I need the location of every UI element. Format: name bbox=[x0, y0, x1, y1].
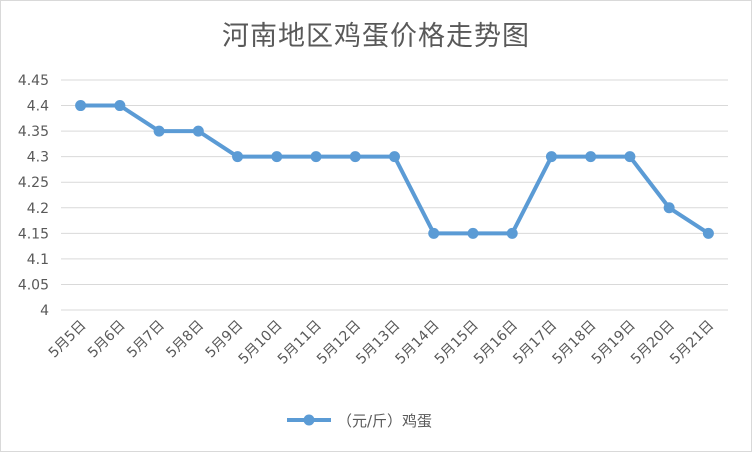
y-tick-label: 4.3 bbox=[27, 150, 49, 166]
y-tick-label: 4 bbox=[40, 303, 49, 319]
data-point bbox=[428, 227, 440, 239]
y-tick-label: 4.35 bbox=[18, 124, 49, 140]
data-point bbox=[467, 227, 479, 239]
x-axis-ticks: 5月5日5月6日5月7日5月8日5月9日5月10日5月11日5月12日5月13日… bbox=[46, 318, 717, 368]
y-tick-label: 4.15 bbox=[18, 226, 49, 242]
gridlines bbox=[61, 79, 728, 311]
data-point bbox=[506, 227, 518, 239]
x-tick-label: 5月8日 bbox=[163, 318, 207, 362]
x-tick-label: 5月21日 bbox=[667, 318, 717, 368]
data-point bbox=[232, 151, 244, 163]
legend[interactable]: （元/斤）鸡蛋 bbox=[287, 412, 432, 430]
y-tick-label: 4.1 bbox=[27, 252, 49, 268]
y-tick-label: 4.25 bbox=[18, 175, 49, 191]
data-point bbox=[114, 100, 126, 112]
data-point bbox=[663, 202, 675, 214]
x-tick-label: 5月7日 bbox=[124, 318, 168, 362]
chart-title: 河南地区鸡蛋价格走势图 bbox=[222, 21, 530, 52]
data-point bbox=[702, 227, 714, 239]
y-tick-label: 4.2 bbox=[27, 201, 49, 217]
series-line bbox=[80, 103, 710, 236]
data-point bbox=[75, 100, 87, 112]
data-point bbox=[624, 151, 636, 163]
y-axis-ticks: 4 4.05 4.1 4.15 4.2 4.25 4.3 4.35 4.4 4.45 bbox=[18, 73, 49, 319]
data-point bbox=[271, 151, 283, 163]
y-tick-label: 4.05 bbox=[18, 277, 49, 293]
legend-label: （元/斤）鸡蛋 bbox=[337, 412, 432, 430]
y-tick-label: 4.4 bbox=[27, 99, 49, 115]
data-point bbox=[153, 125, 165, 137]
legend-marker-icon bbox=[303, 414, 315, 426]
x-tick-label: 5月5日 bbox=[46, 318, 90, 362]
data-point bbox=[545, 151, 557, 163]
data-point bbox=[585, 151, 597, 163]
y-tick-label: 4.45 bbox=[18, 73, 49, 89]
x-tick-label: 5月6日 bbox=[85, 318, 129, 362]
data-point bbox=[310, 151, 322, 163]
data-point bbox=[389, 151, 400, 163]
data-point bbox=[349, 151, 361, 163]
data-point bbox=[192, 125, 204, 137]
series-layer bbox=[75, 100, 714, 239]
